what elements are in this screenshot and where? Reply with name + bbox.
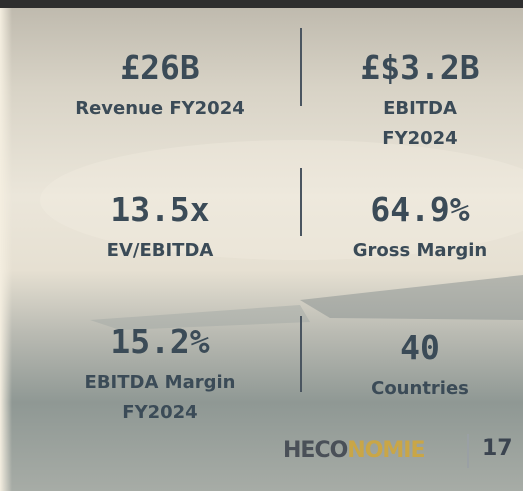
page-number: 17 [482,436,513,461]
footer-divider [467,434,469,468]
metric-label: Countries [371,378,469,399]
metric-label: Gross Margin [352,240,488,261]
metric-value: 40 [400,328,440,367]
logo-accent: NOMIE [347,438,425,463]
divider [300,316,302,392]
metric-value: £26B [120,48,200,87]
divider [300,168,302,236]
logo-dark: HECO [283,438,348,463]
metric-label: FY2024 [382,128,458,149]
metric-label: EV/EBITDA [106,240,214,261]
logo: HECONOMIE [283,438,426,463]
left-edge [0,8,12,491]
divider [300,28,302,106]
metric-label: Revenue FY2024 [75,98,245,119]
metric-value: 13.5x [110,190,210,229]
top-bar [0,0,523,8]
metric-label: EBITDA [383,98,457,119]
metric-value: 15.2% [110,322,210,361]
metric-value: 64.9% [370,190,470,229]
metric-label: FY2024 [122,402,198,423]
metric-value: £$3.2B [360,48,480,87]
metric-label: EBITDA Margin [84,372,236,393]
